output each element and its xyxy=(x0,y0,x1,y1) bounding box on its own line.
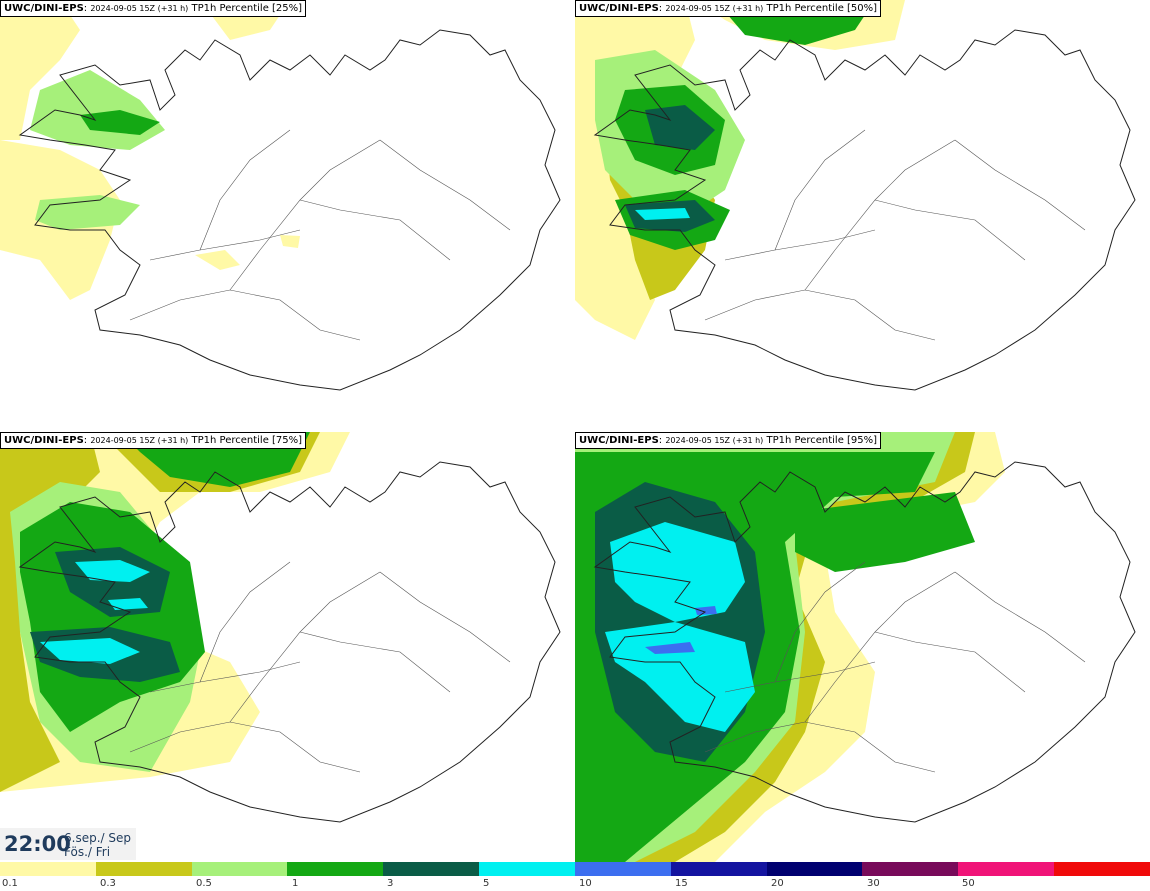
legend-swatch xyxy=(766,862,863,876)
legend-swatch xyxy=(287,862,384,876)
precip-contour xyxy=(280,235,300,248)
legend-tick-label: 0.5 xyxy=(196,878,212,889)
panel-title: TP1h Percentile [75%] xyxy=(191,435,303,446)
valid-day: Fös./ Fri xyxy=(64,845,111,859)
road-line xyxy=(199,561,291,683)
legend-tick-label: 20 xyxy=(771,878,784,889)
legend-color-bar xyxy=(0,862,1150,876)
init-time: 2024-09-05 15Z (+31 h) xyxy=(665,436,764,445)
road-line xyxy=(774,129,866,251)
model-name: UWC/DINI-EPS xyxy=(579,3,659,14)
precip-contour xyxy=(0,0,80,140)
legend-swatch xyxy=(1054,862,1150,876)
valid-time-box: 22:00 6.sep./ Sep Fös./ Fri xyxy=(0,828,136,860)
legend-tick-label: 3 xyxy=(387,878,394,889)
legend-tick-label: 1 xyxy=(292,878,299,889)
legend-swatch xyxy=(383,862,480,876)
iceland-coastline xyxy=(593,461,1136,823)
panel-header: UWC/DINI-EPS: 2024-09-05 15Z (+31 h) TP1… xyxy=(575,432,882,449)
road-line xyxy=(704,721,936,773)
iceland-coastline xyxy=(18,29,561,391)
road-line xyxy=(724,229,876,261)
panel-header: UWC/DINI-EPS: 2024-09-05 15Z (+31 h) TP1… xyxy=(575,0,882,17)
panel-header: UWC/DINI-EPS: 2024-09-05 15Z (+31 h) TP1… xyxy=(0,0,307,17)
map-panel-p75: UWC/DINI-EPS: 2024-09-05 15Z (+31 h) TP1… xyxy=(0,432,575,862)
road-line xyxy=(299,631,451,693)
road-line xyxy=(874,199,1026,261)
legend-tick-label: 50 xyxy=(962,878,975,889)
model-name: UWC/DINI-EPS xyxy=(4,435,84,446)
legend-tick-label: 15 xyxy=(675,878,688,889)
legend-tick-label: 0.3 xyxy=(100,878,116,889)
map-panel-p50: UWC/DINI-EPS: 2024-09-05 15Z (+31 h) TP1… xyxy=(575,0,1150,430)
precip-contour xyxy=(795,492,975,572)
precip-map-p50 xyxy=(575,0,1136,391)
road-line xyxy=(954,139,1086,231)
road-line xyxy=(379,139,511,231)
init-time: 2024-09-05 15Z (+31 h) xyxy=(665,4,764,13)
valid-date: 6.sep./ Sep xyxy=(64,831,131,845)
precip-contour xyxy=(108,598,148,610)
road-line xyxy=(129,721,361,773)
road-line xyxy=(129,289,361,341)
panel-title: TP1h Percentile [25%] xyxy=(191,3,303,14)
precip-contour xyxy=(610,522,745,622)
map-panel-p95: UWC/DINI-EPS: 2024-09-05 15Z (+31 h) TP1… xyxy=(575,432,1150,862)
road-line xyxy=(149,661,301,693)
legend-tick-label: 5 xyxy=(483,878,490,889)
legend-swatch xyxy=(95,862,192,876)
precip-contour xyxy=(195,250,240,270)
road-line xyxy=(149,229,301,261)
legend-swatch xyxy=(0,862,96,876)
iceland-coastline xyxy=(18,461,561,823)
precip-map-p25 xyxy=(0,0,561,391)
iceland-coastline xyxy=(593,29,1136,391)
model-name: UWC/DINI-EPS xyxy=(579,435,659,446)
legend-tick-label: 30 xyxy=(867,878,880,889)
map-panel-p25: UWC/DINI-EPS: 2024-09-05 15Z (+31 h) TP1… xyxy=(0,0,575,430)
legend-swatch xyxy=(574,862,671,876)
model-name: UWC/DINI-EPS xyxy=(4,3,84,14)
init-time: 2024-09-05 15Z (+31 h) xyxy=(90,4,189,13)
legend-tick-label: 10 xyxy=(579,878,592,889)
road-line xyxy=(874,631,1026,693)
legend-swatch xyxy=(958,862,1055,876)
precip-contour xyxy=(40,638,140,664)
road-line xyxy=(774,561,866,683)
legend-swatch xyxy=(479,862,575,876)
road-line xyxy=(199,129,291,251)
init-time: 2024-09-05 15Z (+31 h) xyxy=(90,436,189,445)
precip-contour xyxy=(695,606,717,615)
road-line xyxy=(229,139,381,291)
panel-title: TP1h Percentile [95%] xyxy=(766,435,878,446)
precip-contour xyxy=(645,642,695,654)
legend-swatch xyxy=(191,862,288,876)
road-line xyxy=(299,199,451,261)
precip-contour xyxy=(75,560,150,582)
precip-map-p95 xyxy=(575,432,1136,862)
road-line xyxy=(704,289,936,341)
legend-swatch xyxy=(862,862,959,876)
road-line xyxy=(804,139,956,291)
road-line xyxy=(379,571,511,663)
precip-contour xyxy=(30,70,165,150)
road-line xyxy=(724,661,876,693)
panel-header: UWC/DINI-EPS: 2024-09-05 15Z (+31 h) TP1… xyxy=(0,432,307,449)
precip-contour xyxy=(605,622,755,732)
precip-contour xyxy=(80,110,160,135)
precip-contour xyxy=(35,195,140,230)
road-line xyxy=(954,571,1086,663)
precip-contour xyxy=(645,105,715,150)
precip-map-p75 xyxy=(0,432,561,823)
precip-color-legend: 0.1 0.3 0.5 1 3 5 10 15 20 30 50 xyxy=(0,862,1150,891)
legend-swatch xyxy=(670,862,767,876)
valid-time: 22:00 xyxy=(4,832,71,856)
precip-contour xyxy=(635,208,690,220)
legend-tick-label: 0.1 xyxy=(2,878,18,889)
panel-title: TP1h Percentile [50%] xyxy=(766,3,878,14)
